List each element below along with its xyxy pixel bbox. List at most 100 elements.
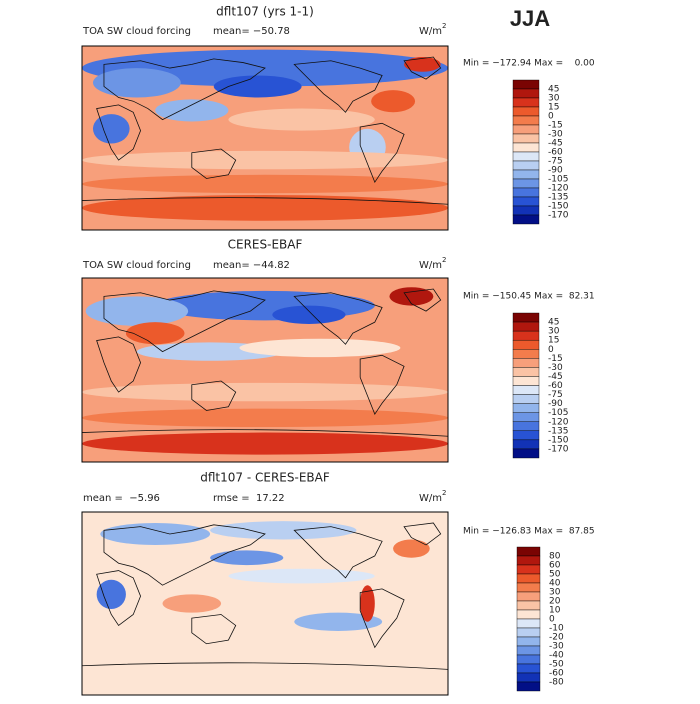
colorbar-box [516,564,541,575]
colorbar-box [512,160,540,171]
stat: mean= −50.78 [213,26,290,37]
colorbar-box [512,358,540,368]
min-max: Min = −172.94 Max = 0.00 [463,59,595,69]
coastline [82,429,448,437]
colorbar-box [512,394,540,404]
map-region [239,338,401,358]
colorbar-box [516,609,541,620]
map-region [96,579,126,609]
colorbar-box [512,448,540,459]
colorbar-box [512,421,540,432]
map-region [210,521,357,540]
map-region [360,585,375,622]
colorbar-box [512,312,540,323]
panel-title: dflt107 - CERES-EBAF [200,471,330,485]
coastline [96,104,141,161]
colorbar-label: 15 [548,336,559,346]
panel-title: CERES-EBAF [228,238,303,252]
coastline [293,526,383,579]
coastline [293,292,383,345]
map-region [92,68,181,98]
colorbar-box [512,376,540,386]
colorbar-label: 30 [548,94,560,104]
map-region [228,568,375,584]
colorbar-label: 10 [549,606,561,616]
units: W/m [419,26,442,37]
colorbar-label: -15 [548,121,563,131]
colorbar-label: 80 [549,552,561,562]
colorbar-box [516,618,541,629]
colorbar-label: -135 [548,426,568,436]
colorbar-label: 0 [549,615,555,625]
coastline [403,56,442,80]
map-region [371,90,416,113]
colorbar-label: 20 [549,597,561,607]
min-max: Min = −126.83 Max = 87.85 [463,527,595,537]
colorbar-label: -105 [548,408,568,418]
colorbar-label: -90 [548,166,563,176]
map-region [82,150,448,170]
colorbar-box [512,97,540,108]
colorbar-label: -120 [548,184,569,194]
map-region [393,539,430,558]
colorbar-label: 45 [548,318,559,328]
colorbar-box [512,178,540,189]
colorbar-label: -75 [548,390,563,400]
stat: mean = −5.96 [83,493,160,504]
colorbar-box [516,663,541,674]
map [82,46,448,230]
colorbar-box [512,321,540,332]
coastline [359,122,405,184]
colorbar-box [512,403,540,413]
colorbar-label: -150 [548,435,569,445]
coastline [191,380,237,411]
colorbar-label: -10 [549,624,564,634]
map-frame [81,45,449,231]
colorbar-box [516,672,541,683]
map [82,512,448,695]
colorbar-label: 60 [549,561,561,571]
coastline [191,614,237,645]
colorbar-box [516,555,541,566]
colorbar-box [516,636,541,647]
colorbar-label: -50 [549,660,564,670]
coastline [403,522,442,546]
map-region [294,612,383,631]
colorbar-box [516,654,541,665]
colorbar-box [512,151,540,162]
colorbar-label: -105 [548,175,568,185]
colorbar-box [512,124,540,135]
map-region [100,522,211,545]
season: JJA [510,6,550,31]
map-region [228,108,375,131]
units-exponent: 2 [442,489,446,497]
colorbar-box [512,205,540,216]
colorbar-box [512,330,540,341]
colorbar-label: -170 [548,444,569,454]
units-exponent: 2 [442,256,446,264]
colorbar-box [516,600,541,611]
colorbar-box [512,115,540,126]
colorbar-box [512,339,540,350]
colorbar-box [512,187,540,198]
coastline [191,148,237,179]
map-region [210,550,284,566]
coastline [403,288,442,312]
map-region [404,57,441,72]
colorbar-label: -30 [549,642,564,652]
colorbar-box [512,367,540,377]
map-region [162,594,222,613]
map-region [82,174,448,194]
units-exponent: 2 [442,22,446,30]
colorbar-label: 0 [548,112,554,122]
map-region [82,382,448,402]
coastline [96,336,141,393]
colorbar-box [516,573,541,584]
colorbar-label: -150 [548,202,569,212]
colorbar-label: -30 [548,130,563,140]
colorbar-box [512,133,540,144]
colorbar-label: 15 [548,103,559,113]
colorbar-label: -15 [548,354,563,364]
